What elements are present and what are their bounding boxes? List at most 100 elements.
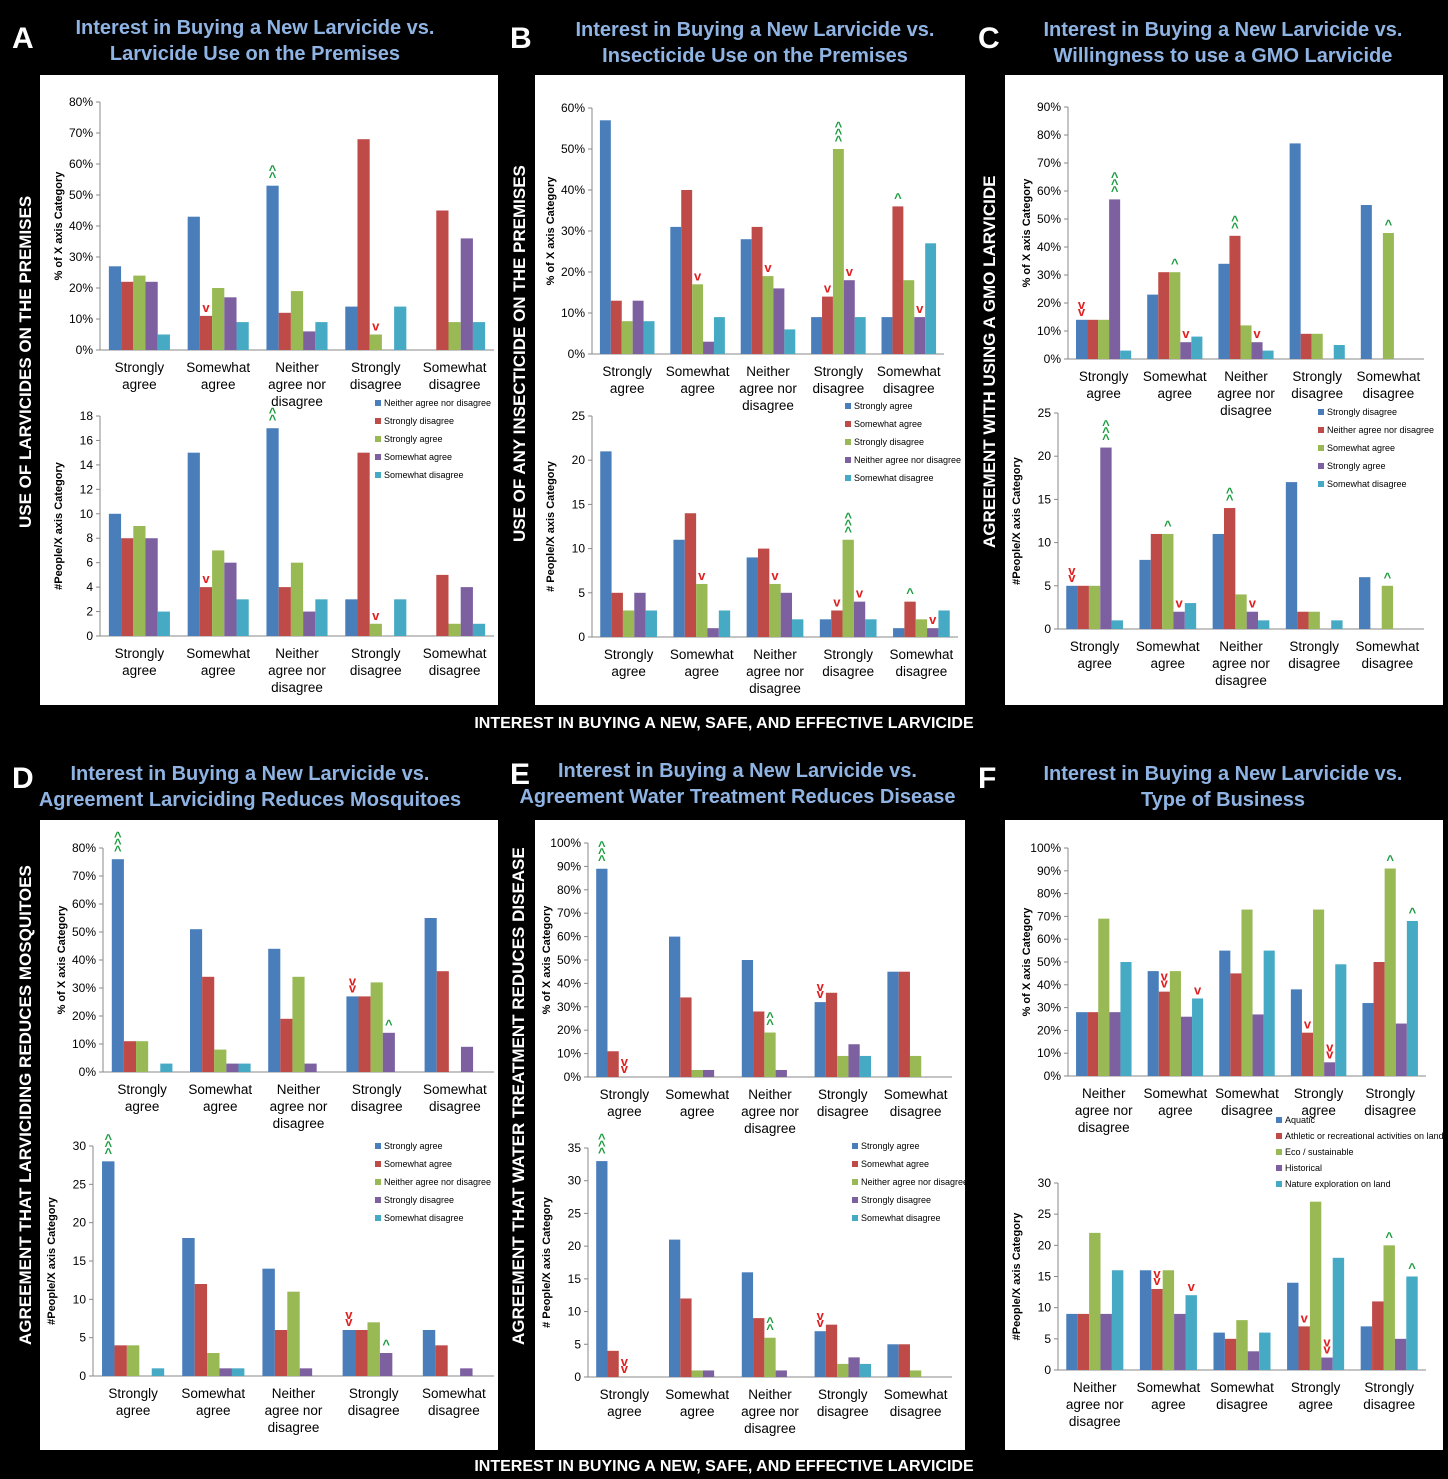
chart-a-top-bar: [448, 322, 461, 350]
chart-d-bottom-bar: [367, 1322, 380, 1376]
chart-f-top-y-tick-label: 10%: [1037, 1046, 1061, 1060]
chart-c-bottom-y-tick-label: 10: [1038, 536, 1052, 550]
chart-c-bottom-y-tick-label: 15: [1038, 492, 1052, 506]
chart-b-top-significance-mark: v: [764, 260, 772, 275]
chart-f-bottom-bar: [1236, 1320, 1248, 1370]
chart-a-bottom-bar: [108, 513, 122, 636]
chart-b-bottom-category-label: Strongly: [604, 647, 654, 662]
chart-c-bottom-bar: [1381, 585, 1394, 629]
chart-e-bottom-y-tick-label: 10: [568, 1305, 582, 1319]
chart-e-top-significance-mark: v: [817, 979, 825, 994]
chart-a-top-category-label: Somewhat: [423, 360, 487, 375]
chart-a-top-y-tick-label: 30%: [69, 250, 93, 264]
chart-c-bottom-category-label: Somewhat: [1136, 639, 1200, 654]
chart-f-top-bar: [1109, 1012, 1121, 1076]
chart-c-bottom-category-label: agree: [1151, 656, 1186, 671]
chart-b-bottom-y-tick-label: 5: [578, 586, 585, 600]
chart-d-top-bar: [358, 996, 371, 1072]
panel-e-letter: E: [510, 758, 531, 791]
chart-b-bottom-category-label: agree nor: [746, 664, 804, 679]
chart-d-bottom-y-tick-label: 10: [73, 1292, 87, 1306]
chart-f-bottom-bar: [1332, 1257, 1345, 1370]
chart-a-top-bar: [345, 306, 358, 350]
chart-a-bottom-bar: [345, 599, 358, 636]
chart-b-bottom-bar: [746, 557, 758, 637]
chart-a-bottom-category-label: disagree: [429, 663, 481, 678]
chart-c-bottom-bar: [1331, 620, 1343, 629]
chart-f-bottom-bar: [1089, 1232, 1101, 1370]
chart-e-bottom-bar: [848, 1357, 860, 1377]
chart-c-bottom-legend-label: Neither agree nor disagree: [1327, 425, 1434, 435]
chart-e-bottom-significance-mark: ^: [598, 1131, 606, 1146]
chart-c-top-bar: [1218, 263, 1230, 359]
chart-a-top-category-label: agree: [201, 377, 236, 392]
chart-f-bottom-significance-mark: v: [1188, 1279, 1196, 1294]
chart-c-top-category-label: disagree: [1363, 386, 1415, 401]
chart-b-bottom-y-tick-label: 0: [578, 630, 585, 644]
chart-a-bottom-significance-mark: ^: [269, 412, 277, 427]
chart-b-top-significance-mark: ^: [835, 133, 843, 148]
chart-f-top-bar: [1098, 918, 1110, 1076]
chart-b-bottom-significance-mark: v: [856, 586, 864, 601]
chart-f-top-category-label: Somewhat: [1215, 1086, 1279, 1101]
chart-d-bottom-significance-mark: ^: [104, 1131, 112, 1146]
chart-d-top-bar: [214, 1049, 227, 1072]
chart-c-top-bar: [1300, 333, 1312, 359]
chart-e-bottom-category-label: disagree: [890, 1404, 942, 1419]
chart-d-bottom-y-tick-label: 5: [79, 1331, 86, 1345]
chart-f-top-y-tick-label: 90%: [1037, 864, 1061, 878]
chart-d-top-y-tick-label: 30%: [72, 981, 96, 995]
chart-a-top-category-label: disagree: [429, 377, 481, 392]
chart-e-bottom-category-label: Somewhat: [884, 1387, 948, 1402]
chart-e-top-y-axis-label: % of X axis Category: [541, 905, 553, 1015]
chart-a-bottom-y-tick-label: 12: [80, 482, 94, 496]
chart-f-bottom-bar: [1151, 1288, 1163, 1370]
chart-a-bottom-significance-mark: ^: [269, 405, 277, 420]
chart-c-bottom-category-label: Strongly: [1289, 639, 1339, 654]
chart-b-top-bar: [599, 120, 611, 354]
panel-d-letter: D: [12, 762, 34, 795]
chart-e-top-y-tick-label: 50%: [557, 953, 581, 967]
chart-f-bottom-category-label: agree nor: [1066, 1397, 1124, 1412]
chart-d-top-y-tick-label: 40%: [72, 953, 96, 967]
chart-e-top-y-tick-label: 80%: [557, 883, 581, 897]
chart-d-bottom-bar: [262, 1268, 275, 1376]
chart-d-bottom-bar: [379, 1353, 393, 1376]
chart-b-bottom-category-label: Somewhat: [670, 647, 734, 662]
chart-d-bottom-legend-swatch: [375, 1179, 381, 1185]
chart-a-bottom-bar: [187, 452, 200, 636]
chart-f-bottom-category-label: Strongly: [1364, 1380, 1414, 1395]
chart-b-top-category-label: Neither: [746, 364, 790, 379]
chart-e-top-bar: [859, 1055, 872, 1077]
panel-f-title: Interest in Buying a New Larvicide vs. Ty…: [1043, 763, 1403, 811]
chart-e-bottom-legend-label: Neither agree nor disagree: [861, 1177, 968, 1187]
chart-e-bottom-bar: [668, 1239, 681, 1377]
panel-c-letter: C: [978, 22, 1000, 55]
chart-d-top-category-label: agree nor: [270, 1099, 328, 1114]
chart-b-bottom-bar: [831, 610, 843, 637]
chart-c-bottom-bar: [1173, 611, 1185, 629]
chart-c-bottom-y-tick-label: 5: [1044, 579, 1051, 593]
chart-e-bottom-category-label: agree: [680, 1404, 715, 1419]
chart-e-bottom-bar: [680, 1298, 692, 1377]
chart-a-bottom-legend-label: Strongly agree: [384, 434, 443, 444]
chart-b-bottom-bar: [645, 610, 657, 637]
chart-c-top-bar: [1098, 319, 1110, 359]
chart-d-bottom-legend-label: Strongly agree: [384, 1141, 443, 1151]
chart-b-top-bar: [740, 239, 752, 354]
chart-f-bottom-bar: [1383, 1245, 1395, 1370]
chart-a-bottom-bar: [278, 587, 291, 636]
chart-a-top-significance-mark: v: [202, 300, 210, 315]
chart-c-top-y-tick-label: 70%: [1037, 156, 1061, 170]
chart-a-top-bar: [315, 322, 328, 350]
chart-f-top-y-tick-label: 100%: [1030, 841, 1061, 855]
chart-f-bottom-y-tick-label: 0: [1044, 1363, 1051, 1377]
chart-f-bottom-y-tick-label: 30: [1038, 1176, 1052, 1190]
chart-a-bottom-significance-mark: v: [372, 608, 380, 623]
chart-f-bottom-legend-swatch: [1276, 1181, 1282, 1187]
chart-f-bottom-significance-mark: v: [1323, 1342, 1331, 1357]
chart-d-top-y-tick-label: 50%: [72, 925, 96, 939]
chart-a-top-category-label: Strongly: [115, 360, 165, 375]
chart-e-top-bar: [741, 960, 754, 1077]
chart-e-top-category-label: disagree: [744, 1121, 796, 1136]
